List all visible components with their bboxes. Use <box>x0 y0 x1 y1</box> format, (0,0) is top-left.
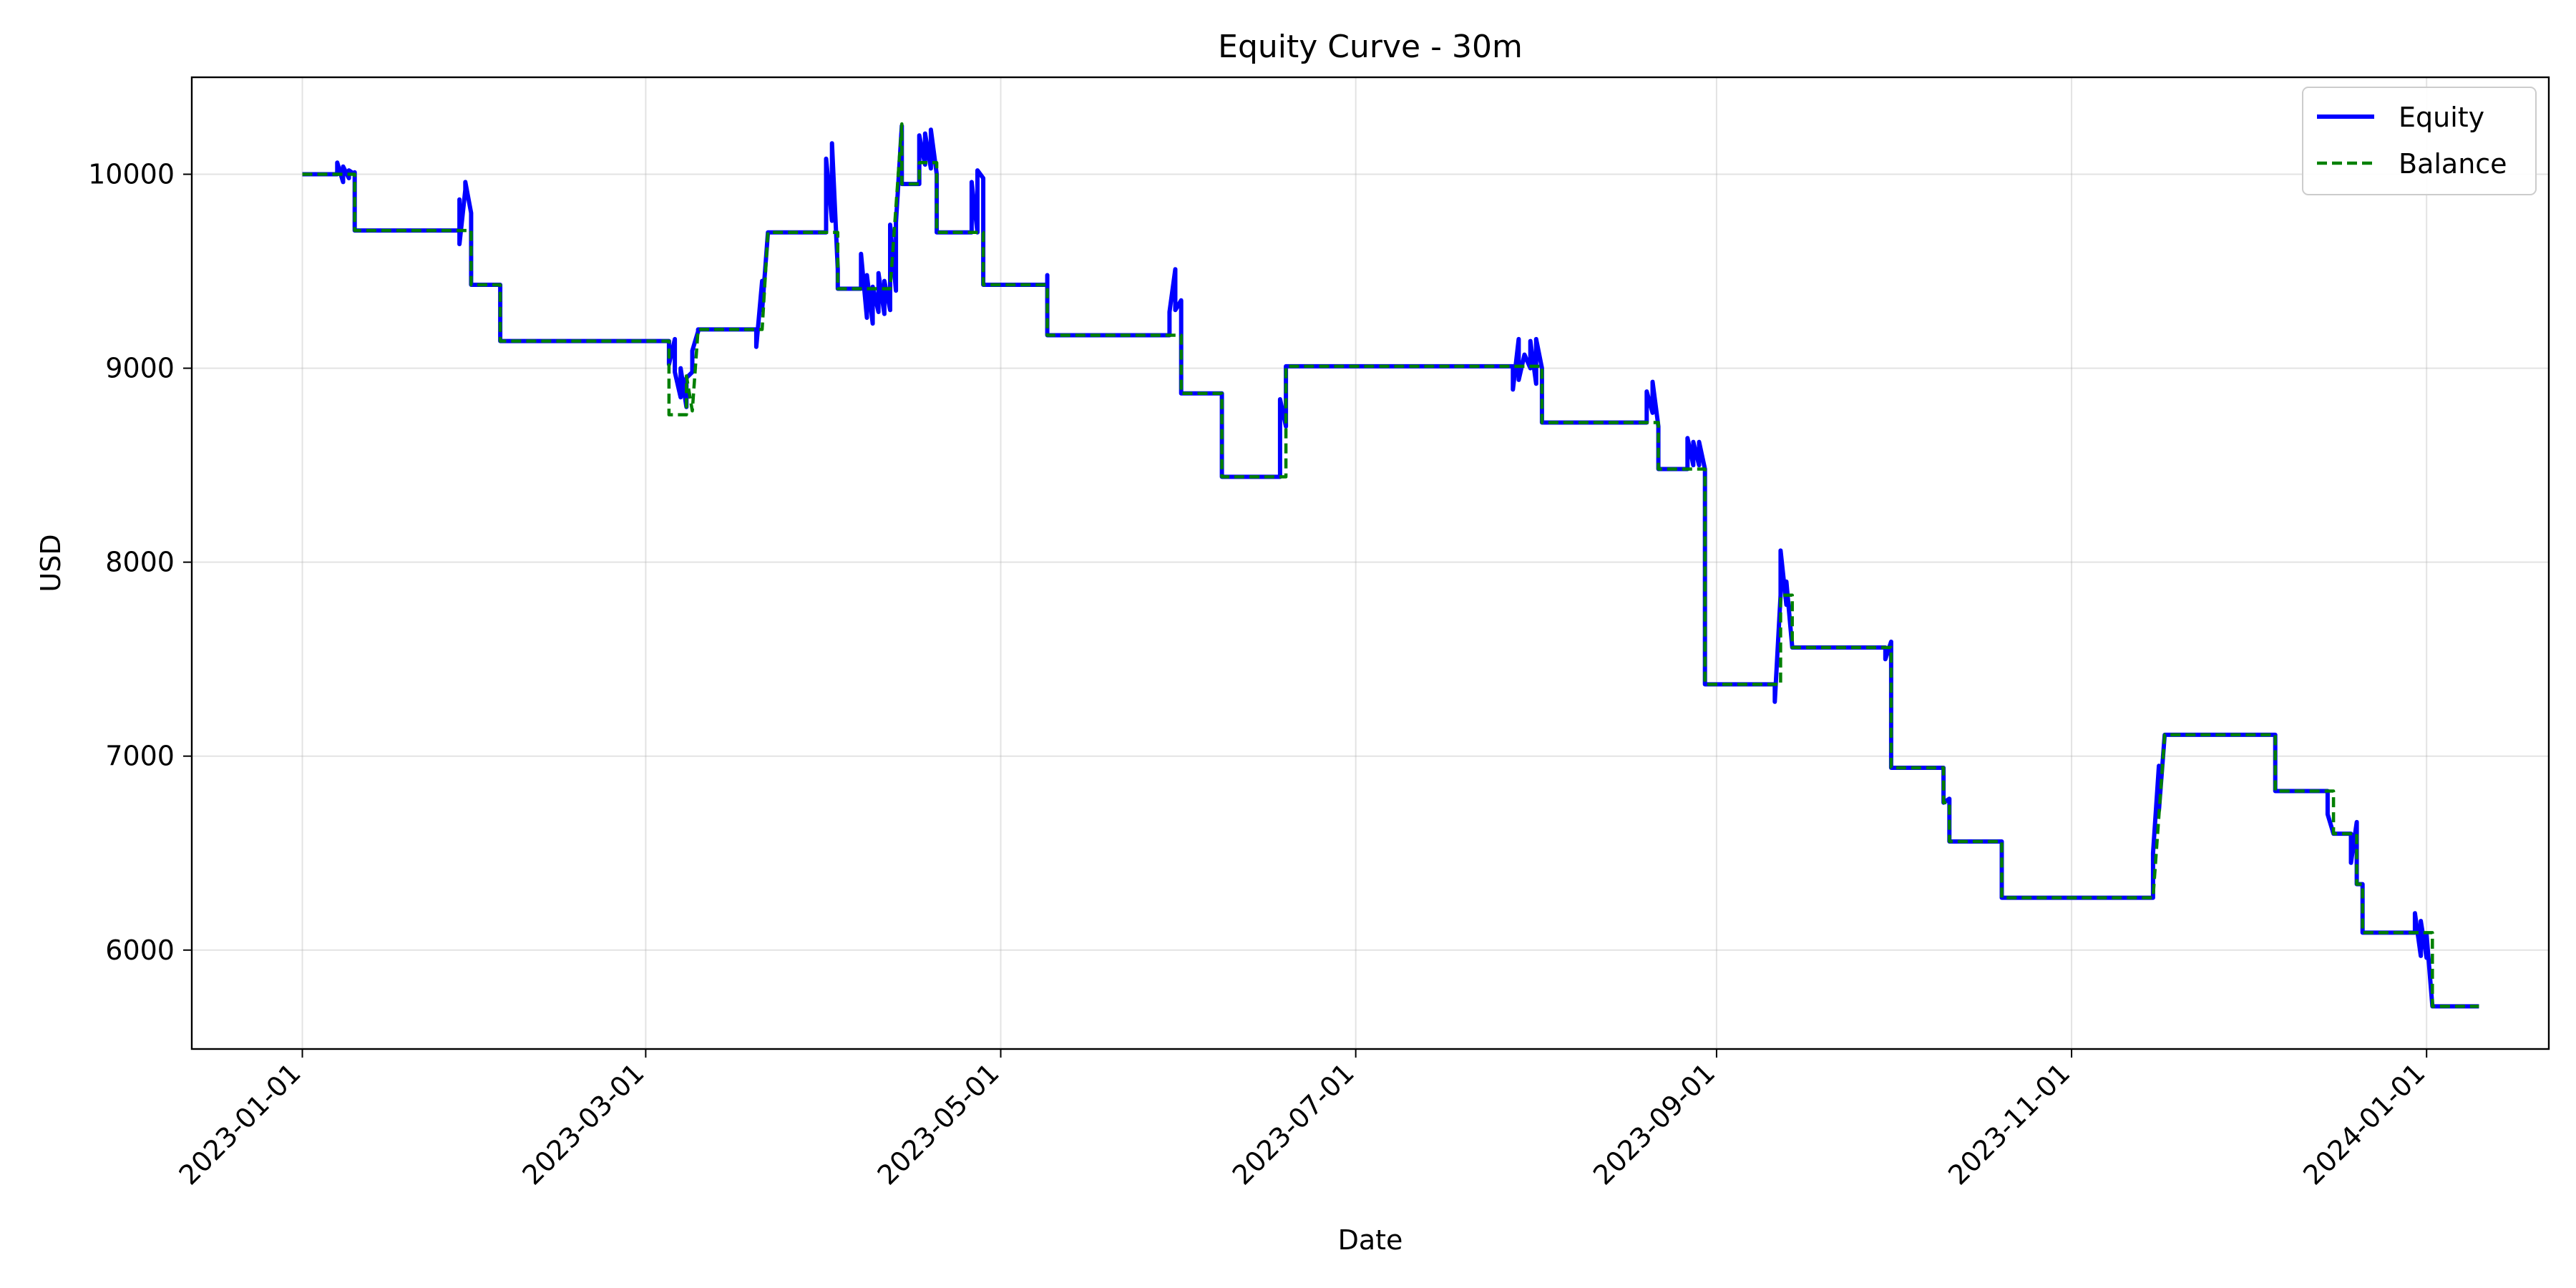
y-tick-label: 10000 <box>88 159 175 190</box>
plot-area <box>192 77 2549 1049</box>
legend-balance-label: Balance <box>2399 148 2507 180</box>
y-tick-label: 6000 <box>105 935 175 966</box>
plot-frame <box>190 76 2550 1050</box>
chart-title: Equity Curve - 30m <box>1218 29 1523 65</box>
legend: Equity Balance <box>2302 87 2537 195</box>
y-tick-label: 9000 <box>105 353 175 384</box>
series-balance-line <box>302 122 2479 1008</box>
legend-equity-label: Equity <box>2399 102 2484 133</box>
y-tick-label: 7000 <box>105 741 175 772</box>
series-layer <box>302 122 2479 1009</box>
y-axis: 6000 7000 8000 9000 10000 <box>88 159 192 966</box>
legend-box <box>2302 87 2537 195</box>
y-axis-label: USD <box>35 534 67 592</box>
x-axis-label: Date <box>1338 1224 1403 1256</box>
y-tick-label: 8000 <box>105 547 175 578</box>
